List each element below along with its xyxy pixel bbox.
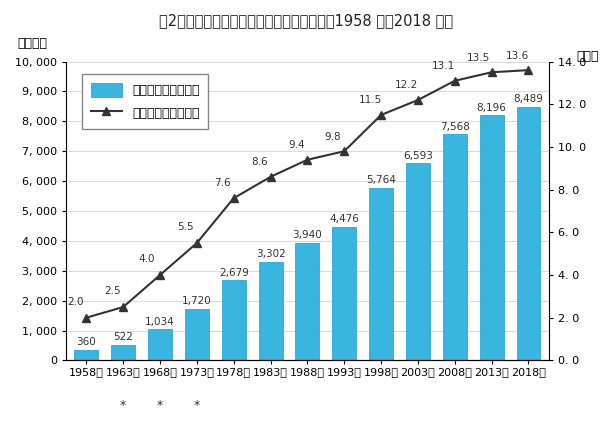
- Legend: 空き家数（左目盛）, 空き家率（右目盛）: 空き家数（左目盛）, 空き家率（右目盛）: [82, 74, 208, 129]
- Text: 360: 360: [77, 337, 96, 347]
- Y-axis label: （千戸）: （千戸）: [17, 37, 47, 50]
- Text: 11.5: 11.5: [359, 95, 382, 106]
- Text: 8,196: 8,196: [477, 103, 506, 113]
- Y-axis label: （％）: （％）: [576, 50, 599, 63]
- Text: *: *: [194, 399, 200, 412]
- Text: 1,034: 1,034: [145, 317, 175, 327]
- Text: 5.5: 5.5: [178, 222, 194, 232]
- Text: 8.6: 8.6: [251, 157, 268, 167]
- Text: 522: 522: [113, 332, 133, 342]
- Text: 13.1: 13.1: [432, 61, 455, 71]
- Bar: [74, 350, 98, 361]
- Text: 7,568: 7,568: [440, 122, 470, 132]
- Text: 5,764: 5,764: [366, 175, 396, 185]
- Bar: [332, 227, 356, 361]
- Text: 9.4: 9.4: [288, 140, 305, 150]
- Bar: [517, 107, 541, 361]
- Text: 7.6: 7.6: [215, 177, 231, 187]
- Bar: [111, 345, 135, 361]
- Bar: [222, 280, 246, 361]
- Text: 12.2: 12.2: [395, 80, 419, 90]
- Bar: [369, 188, 393, 361]
- Text: *: *: [120, 399, 126, 412]
- Text: 3,302: 3,302: [256, 249, 286, 259]
- Text: 2.0: 2.0: [67, 297, 83, 307]
- Bar: [185, 309, 209, 361]
- Text: 8,489: 8,489: [514, 94, 543, 104]
- Text: 3,940: 3,940: [292, 230, 322, 240]
- Text: 4.0: 4.0: [139, 254, 155, 264]
- Bar: [406, 164, 430, 361]
- Text: 13.5: 13.5: [467, 53, 490, 63]
- Text: *: *: [157, 399, 163, 412]
- Text: 4,476: 4,476: [329, 214, 359, 224]
- Bar: [148, 330, 172, 361]
- Bar: [295, 243, 319, 361]
- Text: 2,679: 2,679: [219, 268, 249, 278]
- Text: 1,720: 1,720: [182, 296, 211, 307]
- Text: 13.6: 13.6: [506, 51, 529, 61]
- Bar: [259, 262, 283, 361]
- Text: 9.8: 9.8: [325, 132, 341, 142]
- Text: 6,593: 6,593: [403, 151, 433, 161]
- Bar: [479, 116, 504, 361]
- Text: 2.5: 2.5: [104, 286, 120, 296]
- Text: 図2　空き家数及び空き家率の推移－全国（1958 年～2018 年）: 図2 空き家数及び空き家率の推移－全国（1958 年～2018 年）: [159, 13, 454, 28]
- Bar: [443, 134, 466, 361]
